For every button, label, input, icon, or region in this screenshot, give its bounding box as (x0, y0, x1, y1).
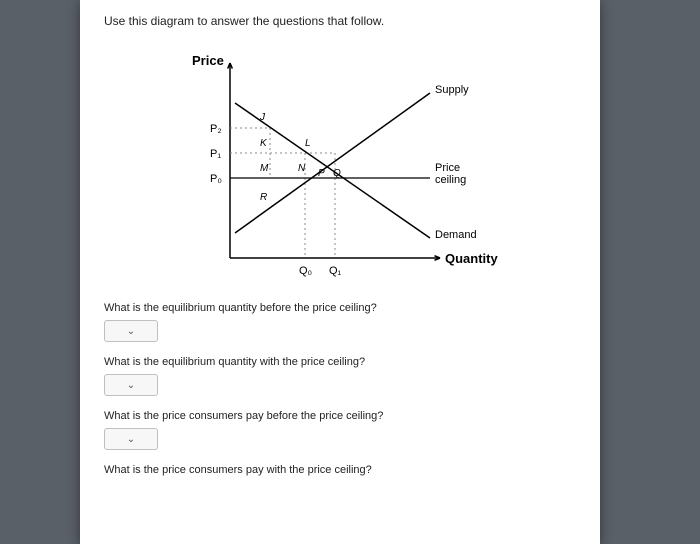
supply-demand-diagram: Price Quantity P₂ P₁ P₀ Q₀ Q₁ Supply Demand Price… (140, 38, 540, 288)
instruction-text: Use this diagram to answer the questions… (104, 14, 576, 28)
svg-text:R: R (260, 192, 267, 203)
svg-text:Price: Price (192, 53, 224, 68)
chevron-down-icon: ⌄ (127, 380, 135, 391)
question-1: What is the equilibrium quantity before … (104, 302, 576, 342)
svg-text:Price: Price (435, 162, 460, 174)
svg-text:J: J (259, 112, 266, 123)
question-4: What is the price consumers pay with the… (104, 464, 576, 476)
svg-text:P: P (318, 168, 325, 179)
svg-text:ceiling: ceiling (435, 174, 466, 186)
answer-select-1[interactable]: ⌄ (104, 320, 158, 342)
chevron-down-icon: ⌄ (127, 326, 135, 337)
svg-text:P₀: P₀ (210, 173, 222, 185)
questions-container: What is the equilibrium quantity before … (104, 302, 576, 476)
question-text: What is the equilibrium quantity with th… (104, 356, 576, 368)
worksheet-page: Use this diagram to answer the questions… (80, 0, 600, 544)
svg-text:L: L (305, 138, 311, 149)
svg-text:Demand: Demand (435, 229, 477, 241)
svg-text:Supply: Supply (435, 84, 469, 96)
svg-text:Quantity: Quantity (445, 251, 498, 266)
svg-text:K: K (260, 138, 268, 149)
answer-select-3[interactable]: ⌄ (104, 428, 158, 450)
svg-text:P₂: P₂ (210, 123, 222, 135)
diagram-container: Price Quantity P₂ P₁ P₀ Q₀ Q₁ Supply Demand Price… (104, 38, 576, 288)
svg-text:M: M (260, 163, 269, 174)
question-2: What is the equilibrium quantity with th… (104, 356, 576, 396)
svg-text:P₁: P₁ (210, 148, 221, 160)
question-3: What is the price consumers pay before t… (104, 410, 576, 450)
svg-text:Q₁: Q₁ (329, 265, 342, 277)
answer-select-2[interactable]: ⌄ (104, 374, 158, 396)
svg-text:Q: Q (333, 168, 341, 179)
chevron-down-icon: ⌄ (127, 434, 135, 445)
question-text: What is the price consumers pay before t… (104, 410, 576, 422)
svg-text:N: N (298, 163, 306, 174)
svg-text:Q₀: Q₀ (299, 265, 312, 277)
question-text: What is the equilibrium quantity before … (104, 302, 576, 314)
question-text: What is the price consumers pay with the… (104, 464, 576, 476)
